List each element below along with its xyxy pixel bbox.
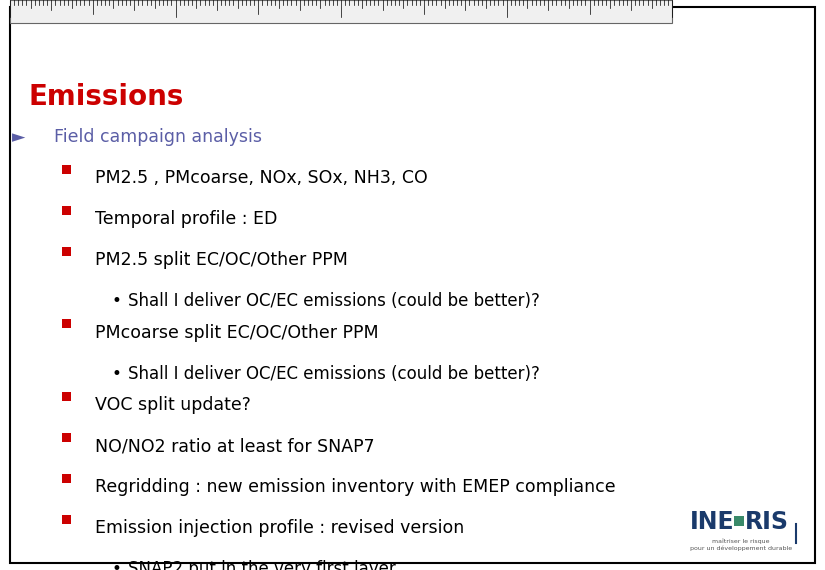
- Text: Emission injection profile : revised version: Emission injection profile : revised ver…: [95, 519, 464, 538]
- FancyBboxPatch shape: [62, 319, 71, 328]
- Text: PM2.5 split EC/OC/Other PPM: PM2.5 split EC/OC/Other PPM: [95, 251, 348, 270]
- FancyBboxPatch shape: [62, 247, 71, 256]
- Text: INE: INE: [690, 510, 734, 534]
- FancyBboxPatch shape: [734, 516, 744, 526]
- Text: maîtriser le risque
pour un développement durable: maîtriser le risque pour un développemen…: [690, 539, 792, 551]
- Text: PM2.5 , PMcoarse, NOx, SOx, NH3, CO: PM2.5 , PMcoarse, NOx, SOx, NH3, CO: [95, 169, 427, 188]
- Text: Shall I deliver OC/EC emissions (could be better)?: Shall I deliver OC/EC emissions (could b…: [128, 365, 540, 383]
- Text: •: •: [111, 560, 121, 570]
- Text: Regridding : new emission inventory with EMEP compliance: Regridding : new emission inventory with…: [95, 478, 615, 496]
- FancyBboxPatch shape: [62, 474, 71, 483]
- Text: SNAP2 put in the very first layer: SNAP2 put in the very first layer: [128, 560, 396, 570]
- Text: Shall I deliver OC/EC emissions (could be better)?: Shall I deliver OC/EC emissions (could b…: [128, 292, 540, 311]
- Text: RIS: RIS: [745, 510, 789, 534]
- Text: •: •: [111, 292, 121, 311]
- Text: ►: ►: [12, 128, 26, 146]
- FancyBboxPatch shape: [62, 433, 71, 442]
- Text: Emissions: Emissions: [29, 83, 184, 111]
- FancyBboxPatch shape: [62, 515, 71, 524]
- Text: VOC split update?: VOC split update?: [95, 396, 251, 414]
- Text: Temporal profile : ED: Temporal profile : ED: [95, 210, 277, 229]
- Text: PMcoarse split EC/OC/Other PPM: PMcoarse split EC/OC/Other PPM: [95, 324, 379, 342]
- FancyBboxPatch shape: [62, 206, 71, 215]
- Text: •: •: [111, 365, 121, 383]
- FancyBboxPatch shape: [10, 0, 672, 23]
- FancyBboxPatch shape: [62, 165, 71, 174]
- Text: NO/NO2 ratio at least for SNAP7: NO/NO2 ratio at least for SNAP7: [95, 437, 375, 455]
- FancyBboxPatch shape: [62, 392, 71, 401]
- Text: Field campaign analysis: Field campaign analysis: [54, 128, 262, 146]
